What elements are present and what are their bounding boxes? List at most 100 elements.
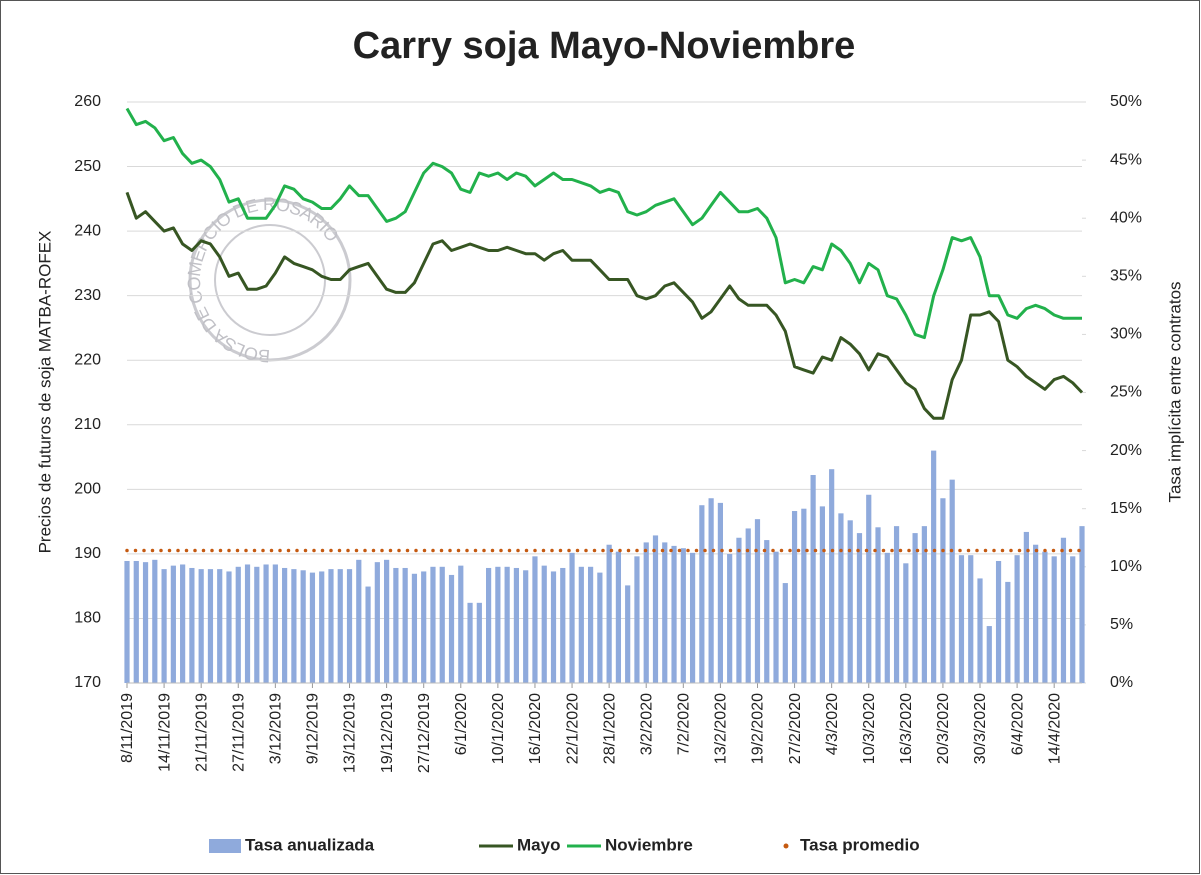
bar bbox=[717, 502, 723, 683]
x-tick-label: 14/11/2019 bbox=[156, 693, 173, 772]
legend-label: Noviembre bbox=[605, 835, 693, 854]
x-tick-label: 13/12/2019 bbox=[342, 693, 359, 773]
y-tick-label: 180 bbox=[74, 610, 101, 627]
bar bbox=[1079, 526, 1085, 683]
bar bbox=[968, 555, 974, 683]
bar bbox=[931, 450, 937, 683]
x-tick-label: 16/3/2020 bbox=[898, 693, 915, 764]
bar bbox=[319, 571, 325, 683]
y-tick-label: 220 bbox=[74, 351, 101, 368]
bar bbox=[226, 571, 232, 683]
bar bbox=[838, 513, 844, 683]
bar bbox=[161, 569, 167, 683]
x-tick-label: 27/12/2019 bbox=[416, 693, 433, 773]
bar bbox=[142, 562, 149, 683]
x-tick-label: 16/1/2020 bbox=[527, 693, 544, 764]
y2-tick-label: 10% bbox=[1110, 558, 1142, 575]
x-tick-label: 10/3/2020 bbox=[861, 693, 878, 764]
bar bbox=[189, 567, 195, 683]
bar bbox=[764, 540, 770, 683]
x-tick-label: 21/11/2019 bbox=[193, 693, 210, 772]
bar bbox=[550, 571, 557, 683]
bar bbox=[615, 551, 622, 683]
bar bbox=[124, 560, 130, 683]
bar bbox=[578, 566, 584, 683]
bar bbox=[856, 533, 863, 683]
bar bbox=[754, 519, 761, 683]
bar bbox=[356, 559, 362, 683]
bar bbox=[337, 569, 343, 683]
y2-tick-label: 15% bbox=[1110, 500, 1142, 517]
bar bbox=[773, 551, 779, 683]
x-tick-label: 3/12/2019 bbox=[268, 693, 285, 764]
bar bbox=[1023, 531, 1029, 683]
line bbox=[125, 107, 1082, 340]
y-tick-label: 230 bbox=[74, 287, 101, 304]
bar bbox=[467, 602, 473, 683]
bar bbox=[1060, 537, 1067, 683]
bar bbox=[1005, 581, 1011, 683]
legend-swatch bbox=[783, 843, 789, 849]
bar bbox=[133, 560, 139, 683]
bar bbox=[791, 511, 798, 683]
x-tick-label: 20/3/2020 bbox=[935, 693, 952, 764]
legend-label: Tasa anualizada bbox=[245, 835, 375, 854]
bar bbox=[374, 562, 380, 683]
y-tick-label: 200 bbox=[74, 481, 101, 498]
bar bbox=[207, 569, 214, 683]
bar bbox=[235, 566, 241, 683]
bar bbox=[866, 494, 872, 683]
bar bbox=[384, 559, 390, 683]
bar bbox=[671, 545, 677, 683]
y2-tick-label: 40% bbox=[1110, 209, 1142, 226]
y-tick-label: 190 bbox=[74, 545, 101, 562]
y2-tick-label: 45% bbox=[1110, 151, 1142, 168]
x-tick-label: 28/1/2020 bbox=[601, 693, 618, 764]
bar bbox=[625, 585, 631, 683]
y-tick-label: 170 bbox=[74, 674, 101, 691]
y2-tick-label: 5% bbox=[1110, 616, 1133, 633]
bar bbox=[346, 569, 353, 683]
bar bbox=[893, 526, 900, 683]
bar bbox=[940, 498, 946, 683]
bar bbox=[365, 586, 371, 683]
legend-swatch bbox=[209, 839, 241, 853]
y-tick-label: 240 bbox=[74, 222, 101, 239]
bar bbox=[152, 559, 158, 683]
bar bbox=[782, 583, 788, 683]
bar bbox=[170, 565, 176, 683]
bar bbox=[736, 537, 742, 683]
bar bbox=[986, 626, 992, 683]
y-tick-label: 210 bbox=[74, 416, 101, 433]
bar bbox=[884, 552, 890, 683]
bar bbox=[244, 564, 251, 683]
bar bbox=[1051, 556, 1057, 683]
x-tick-label: 19/12/2019 bbox=[379, 693, 396, 773]
bar bbox=[1070, 556, 1076, 683]
bar bbox=[1042, 551, 1048, 683]
bar bbox=[486, 567, 492, 683]
y-tick-label: 260 bbox=[74, 93, 101, 110]
bar bbox=[810, 475, 816, 683]
bar bbox=[532, 556, 538, 683]
bar bbox=[198, 569, 204, 683]
bar bbox=[606, 544, 612, 683]
y2-tick-label: 0% bbox=[1110, 674, 1133, 691]
bar bbox=[421, 571, 427, 683]
bar bbox=[708, 498, 714, 683]
chart-title: Carry soja Mayo-Noviembre bbox=[353, 25, 856, 67]
bar bbox=[217, 569, 223, 683]
bar bbox=[1033, 544, 1039, 683]
bar bbox=[282, 567, 288, 683]
bar bbox=[300, 570, 306, 683]
bar bbox=[912, 533, 918, 683]
bar bbox=[180, 564, 186, 683]
x-tick-label: 6/1/2020 bbox=[453, 693, 470, 755]
y-tick-label: 250 bbox=[74, 158, 101, 175]
y2-axis-label: Tasa implícita entre contratos bbox=[1165, 281, 1184, 502]
x-tick-label: 22/1/2020 bbox=[564, 693, 581, 764]
bar bbox=[745, 528, 751, 683]
bar bbox=[949, 479, 955, 683]
bar bbox=[587, 566, 594, 683]
